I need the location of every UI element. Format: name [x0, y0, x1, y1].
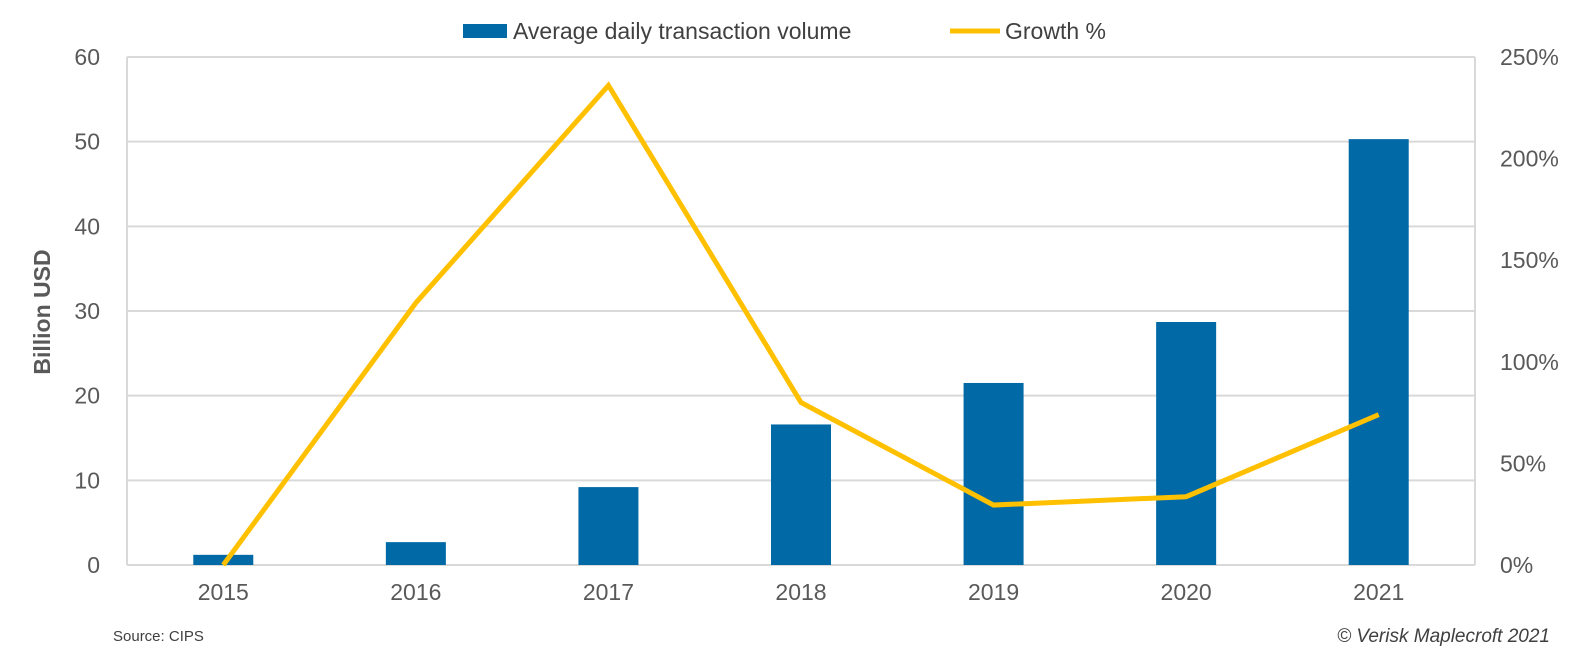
y-tick-label: 60: [74, 44, 100, 70]
y-tick-label: 40: [74, 213, 100, 239]
legend: Average daily transaction volume Growth …: [463, 18, 1106, 44]
right-axis-ticks: 0% 50% 100% 150% 200% 250%: [1500, 44, 1559, 578]
x-axis-ticks: 2015 2016 2017 2018 2019 2020 2021: [198, 579, 1405, 605]
bar-2019: [964, 383, 1024, 565]
y-tick-label: 0: [87, 552, 100, 578]
legend-bar-swatch: [463, 24, 507, 38]
y-axis-label: Billion USD: [29, 249, 55, 374]
legend-line-label: Growth %: [1005, 18, 1106, 44]
legend-bar-label: Average daily transaction volume: [513, 18, 851, 44]
left-axis-ticks: 0 10 20 30 40 50 60: [74, 44, 100, 578]
y2-tick-label: 200%: [1500, 146, 1559, 172]
y2-tick-label: 50%: [1500, 450, 1546, 476]
y-tick-label: 50: [74, 129, 100, 155]
y2-tick-label: 150%: [1500, 247, 1559, 273]
bar-2020: [1156, 322, 1216, 565]
source-note: Source: CIPS: [113, 628, 204, 645]
x-tick-label: 2019: [968, 579, 1019, 605]
x-tick-label: 2017: [583, 579, 634, 605]
bar-2017: [578, 487, 638, 565]
y2-tick-label: 250%: [1500, 44, 1559, 70]
y2-tick-label: 100%: [1500, 349, 1559, 375]
bars: [193, 139, 1408, 565]
x-tick-label: 2016: [390, 579, 441, 605]
x-tick-label: 2020: [1161, 579, 1212, 605]
y-tick-label: 20: [74, 383, 100, 409]
copyright-note: © Verisk Maplecroft 2021: [1337, 626, 1550, 647]
bar-2021: [1349, 139, 1409, 565]
y-tick-label: 30: [74, 298, 100, 324]
y-tick-label: 10: [74, 467, 100, 493]
y2-tick-label: 0%: [1500, 552, 1533, 578]
x-tick-label: 2021: [1353, 579, 1404, 605]
x-tick-label: 2015: [198, 579, 249, 605]
x-tick-label: 2018: [775, 579, 826, 605]
bar-2016: [386, 542, 446, 565]
bar-2018: [771, 424, 831, 565]
